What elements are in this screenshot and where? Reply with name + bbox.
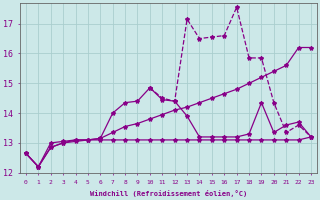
X-axis label: Windchill (Refroidissement éolien,°C): Windchill (Refroidissement éolien,°C) (90, 190, 247, 197)
